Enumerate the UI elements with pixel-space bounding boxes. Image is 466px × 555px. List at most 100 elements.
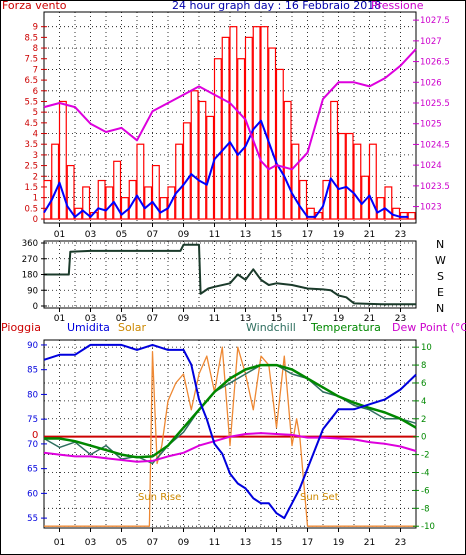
x-tick-label: 13 <box>240 230 251 240</box>
wind-bar <box>291 143 300 220</box>
y-tick-label: -6 <box>421 486 429 496</box>
top-chart: Forza vento 24 hour graph day : 16 Febbr… <box>2 0 450 240</box>
wind-bar <box>275 68 284 220</box>
wind-bar <box>283 100 292 220</box>
wind-bar <box>74 207 83 220</box>
pressure-line <box>43 48 417 171</box>
wind-bar <box>190 90 199 220</box>
y-tick-label: 75 <box>27 415 38 425</box>
wind-bar <box>206 115 215 220</box>
bottom-lines <box>43 343 417 527</box>
mid-left-ticks: 0 90 180 270 360 <box>22 239 47 312</box>
wind-bar <box>151 164 160 220</box>
x-tick-label: 17 <box>302 230 313 240</box>
top-right-ticks: 1023 1023.5 1024 1024.5 1025 1025.5 1026 1026.5… <box>413 16 450 213</box>
y-tick-label: 1027.5 <box>420 16 450 26</box>
compass-label: N <box>436 302 444 315</box>
y-tick-label: 1 <box>33 194 38 204</box>
x-tick-label: 17 <box>302 314 313 324</box>
windchill-line <box>43 364 417 465</box>
x-tick-label: 23 <box>395 230 406 240</box>
wind-bar <box>136 143 145 220</box>
temperature-line <box>44 363 417 459</box>
bottom-left-ticks: 55 60 65 70 75 80 85 90 <box>27 341 47 524</box>
x-tick-label: 15 <box>271 230 282 240</box>
wind-bars <box>43 26 416 220</box>
humidity-label: Umidita <box>67 321 110 334</box>
x-tick-label: 13 <box>240 538 251 548</box>
y-tick-label: 5.5 <box>24 97 38 107</box>
x-tick-label: 05 <box>116 538 127 548</box>
x-tick-label: 15 <box>271 538 282 548</box>
wind-bar <box>330 100 339 220</box>
y-tick-label: 1027 <box>420 37 442 47</box>
y-tick-label: 1023 <box>420 203 442 213</box>
wind-bar <box>182 122 191 220</box>
y-tick-label: 55 <box>27 514 38 524</box>
x-tick-label: 23 <box>395 314 406 324</box>
sunset-annotation: Sun Set <box>300 492 339 503</box>
wind-direction-line <box>44 243 416 306</box>
y-tick-label: 0 <box>33 215 38 225</box>
y-tick-label: 9 <box>33 23 38 33</box>
y-tick-label: 6.5 <box>24 76 38 86</box>
y-tick-label: 180 <box>22 271 38 281</box>
y-tick-label: 1026.5 <box>420 58 450 68</box>
wind-bar <box>244 36 253 220</box>
windchill-label: Windchill <box>246 321 296 334</box>
wind-bar <box>58 100 67 220</box>
wind-bar <box>399 211 408 220</box>
top-left-label: Forza vento <box>2 0 67 12</box>
y-tick-label: 2 <box>33 172 38 182</box>
wind-bar <box>322 179 331 220</box>
wind-average-line <box>43 119 409 218</box>
solar-label: Solar <box>118 321 147 334</box>
wind-bar <box>97 179 106 220</box>
x-tick-label: 17 <box>302 538 313 548</box>
y-tick-label: 8 <box>421 361 426 371</box>
x-tick-label: 15 <box>271 314 282 324</box>
x-tick-label: 21 <box>364 230 375 240</box>
rain-label: Pioggia <box>1 321 41 334</box>
y-tick-label: 1025 <box>420 120 442 130</box>
x-tick-label: 19 <box>333 314 345 324</box>
y-tick-label: 60 <box>27 489 38 499</box>
x-tick-label: 09 <box>178 538 190 548</box>
compass-label: W <box>435 254 446 267</box>
sunrise-annotation: Sun Rise <box>138 492 181 503</box>
top-title: 24 hour graph day : 16 Febbraio 2018 <box>172 0 381 12</box>
humidity-line <box>43 343 417 520</box>
y-tick-label: 0.5 <box>24 204 38 214</box>
x-tick-label: 07 <box>147 538 158 548</box>
y-tick-label: 8.5 <box>24 33 38 43</box>
y-tick-label: 10 <box>421 343 432 353</box>
x-tick-label: 01 <box>54 230 65 240</box>
x-tick-label: 23 <box>395 538 406 548</box>
x-tick-label: 05 <box>116 314 127 324</box>
wind-bar <box>299 179 308 220</box>
x-tick-label: 09 <box>178 230 190 240</box>
y-tick-label: -2 <box>421 451 429 461</box>
wind-bar <box>237 58 246 220</box>
top-left-ticks: 00.511.522.533.544.555.566.577.588.59 <box>24 23 47 225</box>
bottom-grid <box>44 340 416 528</box>
y-tick-label: 80 <box>27 390 38 400</box>
y-tick-label: 4.5 <box>24 119 38 129</box>
bottom-right-ticks: -10 -8 -6 -4 -2 0 2 4 6 8 10 <box>413 343 435 532</box>
x-tick-label: 03 <box>85 314 96 324</box>
y-tick-label: 3 <box>33 151 38 161</box>
mid-x-ticks: 01 03 05 07 09 11 13 15 17 19 21 23 <box>54 308 406 324</box>
direction-chart: 0 90 180 270 360 01 03 05 07 09 11 13 15 17 19 21 23 N … <box>22 238 446 324</box>
y-tick-label: 270 <box>22 255 38 265</box>
y-tick-label: 1025.5 <box>420 99 450 109</box>
top-x-ticks: 01 03 05 07 09 11 13 15 17 19 21 23 <box>54 223 406 240</box>
x-tick-label: 11 <box>209 230 220 240</box>
wind-bar <box>221 36 230 220</box>
y-tick-label: 85 <box>27 366 38 376</box>
y-tick-label: 90 <box>27 341 38 351</box>
y-tick-label: 6 <box>421 379 426 389</box>
bottom-x-ticks: 01 03 05 07 09 11 13 15 17 19 21 23 <box>54 528 406 548</box>
x-tick-label: 21 <box>364 314 375 324</box>
y-tick-label: -8 <box>421 504 429 514</box>
